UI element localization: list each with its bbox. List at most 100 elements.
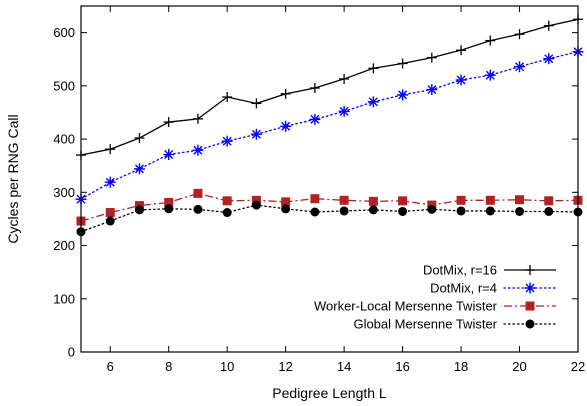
data-point-asterisk xyxy=(309,113,321,125)
data-point-asterisk xyxy=(192,144,204,156)
data-point-plus xyxy=(134,133,145,144)
data-point-circle xyxy=(281,204,291,214)
legend-item: DotMix, r=4 xyxy=(430,281,557,296)
legend: DotMix, r=16 DotMix, r=4 Worker-Local Mers… xyxy=(314,263,557,332)
series-1 xyxy=(76,14,583,161)
data-point-plus xyxy=(485,35,496,46)
series-line xyxy=(80,192,579,222)
data-point-circle xyxy=(525,319,535,329)
x-tick-label: 22 xyxy=(571,359,585,374)
data-point-asterisk xyxy=(514,61,526,73)
data-point-plus xyxy=(426,52,437,63)
data-point-asterisk xyxy=(104,176,116,188)
data-point-circle xyxy=(485,206,495,216)
data-point-circle xyxy=(515,206,525,216)
data-point-asterisk xyxy=(250,128,262,140)
data-point-plus xyxy=(514,29,525,40)
data-point-asterisk xyxy=(133,163,145,175)
data-point-plus xyxy=(163,117,174,128)
data-point-plus xyxy=(251,98,262,109)
data-point-plus xyxy=(280,88,291,99)
x-tick-label: 10 xyxy=(220,359,234,374)
y-axis-title: Cycles per RNG Call xyxy=(5,114,21,243)
data-point-plus xyxy=(105,144,116,155)
data-point-square xyxy=(515,195,525,205)
y-tick-label: 400 xyxy=(53,132,75,147)
data-point-plus xyxy=(525,265,535,275)
data-point-square xyxy=(193,188,203,198)
data-point-circle xyxy=(222,208,232,218)
data-point-circle xyxy=(368,205,378,215)
data-point-circle xyxy=(251,200,261,210)
data-point-circle xyxy=(134,205,144,215)
data-point-circle xyxy=(164,204,174,214)
data-point-plus xyxy=(397,58,408,69)
x-tick-label: 8 xyxy=(165,359,172,374)
data-point-square xyxy=(105,208,115,218)
data-point-square xyxy=(222,196,232,206)
data-point-asterisk xyxy=(524,282,536,294)
data-point-asterisk xyxy=(484,69,496,81)
data-point-circle xyxy=(193,204,203,214)
data-point-square xyxy=(368,196,378,206)
series-4 xyxy=(76,200,583,237)
data-point-asterisk xyxy=(338,105,350,117)
data-point-square xyxy=(281,197,291,207)
y-tick-label: 500 xyxy=(53,78,75,93)
x-tick-label: 16 xyxy=(395,359,409,374)
data-point-plus xyxy=(456,45,467,56)
data-point-asterisk xyxy=(163,149,175,161)
data-point-circle xyxy=(398,206,408,216)
data-point-square xyxy=(398,196,408,206)
legend-label: DotMix, r=4 xyxy=(430,281,497,296)
series-line xyxy=(80,204,579,233)
legend-label: DotMix, r=16 xyxy=(423,263,497,278)
data-point-asterisk xyxy=(280,120,292,132)
data-point-square xyxy=(339,195,349,205)
x-tick-label: 18 xyxy=(454,359,468,374)
legend-item: Global Mersenne Twister xyxy=(353,317,557,332)
data-point-square xyxy=(310,194,320,204)
x-axis-title: Pedigree Length L xyxy=(272,385,387,401)
legend-item: Worker-Local Mersenne Twister xyxy=(314,299,556,314)
y-tick-label: 200 xyxy=(53,238,75,253)
plot-frame xyxy=(80,5,579,353)
data-point-plus xyxy=(192,113,203,124)
axis-ticks: 6 8 10 12 14 16 18 20 22 0 100 200 300 400 500 600 xyxy=(53,6,585,374)
x-tick-label: 6 xyxy=(107,359,114,374)
y-tick-label: 0 xyxy=(68,345,75,360)
series-line xyxy=(80,18,579,156)
data-point-square xyxy=(525,301,535,311)
data-point-square xyxy=(164,197,174,207)
x-tick-label: 14 xyxy=(337,359,351,374)
data-point-plus xyxy=(339,73,350,84)
legend-item: DotMix, r=16 xyxy=(423,263,556,278)
data-point-circle xyxy=(427,204,437,214)
data-point-square xyxy=(485,195,495,205)
data-point-circle xyxy=(544,206,554,216)
data-point-plus xyxy=(543,20,554,31)
data-point-circle xyxy=(456,206,466,216)
data-point-asterisk xyxy=(426,84,438,96)
data-point-plus xyxy=(309,82,320,93)
data-point-square xyxy=(544,196,554,206)
data-point-circle xyxy=(105,216,115,226)
plot-area xyxy=(75,14,584,237)
series-3 xyxy=(76,188,583,226)
y-tick-label: 100 xyxy=(53,291,75,306)
x-tick-label: 12 xyxy=(278,359,292,374)
data-point-square xyxy=(251,195,261,205)
data-point-asterisk xyxy=(367,96,379,108)
y-tick-label: 600 xyxy=(53,25,75,40)
y-tick-label: 300 xyxy=(53,185,75,200)
data-point-asterisk xyxy=(397,89,409,101)
data-point-asterisk xyxy=(543,53,555,65)
data-point-plus xyxy=(368,63,379,74)
data-point-circle xyxy=(339,206,349,216)
data-point-square xyxy=(456,195,466,205)
legend-label: Global Mersenne Twister xyxy=(353,317,497,332)
data-point-asterisk xyxy=(221,135,233,147)
x-tick-label: 20 xyxy=(512,359,526,374)
data-point-circle xyxy=(310,207,320,217)
